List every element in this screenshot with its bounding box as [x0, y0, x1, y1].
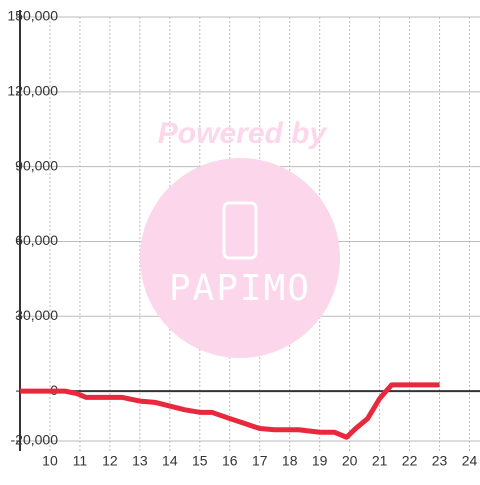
y-tick-label: -20,000 [11, 432, 59, 448]
x-tick-label: 14 [162, 453, 178, 469]
x-tick-label: 20 [342, 453, 358, 469]
x-tick-label: 12 [102, 453, 118, 469]
watermark-text: Powered by [158, 117, 328, 150]
x-tick-label: 15 [192, 453, 208, 469]
watermark: PAPIMO Powered by [140, 117, 340, 358]
x-tick-label: 13 [132, 453, 148, 469]
x-tick-label: 16 [222, 453, 238, 469]
x-tick-label: 22 [402, 453, 418, 469]
y-tick-label: 30,000 [15, 307, 58, 323]
x-tick-label: 11 [73, 453, 88, 469]
x-tick-label: 19 [312, 453, 328, 469]
y-tick-label: 90,000 [15, 157, 58, 173]
y-tick-label: 120,000 [7, 83, 58, 99]
x-tick-label: 10 [42, 453, 58, 469]
x-tick-label: 24 [462, 453, 478, 469]
y-tick-label: 150,000 [7, 8, 58, 24]
x-tick-label: 17 [252, 453, 268, 469]
x-tick-label: 23 [432, 453, 448, 469]
x-tick-label: 21 [372, 453, 388, 469]
data-line [20, 382, 440, 440]
x-tick-label: 18 [282, 453, 298, 469]
watermark-logo: PAPIMO [169, 268, 311, 309]
y-tick-label: 60,000 [15, 232, 58, 248]
watermark-phone [222, 201, 258, 260]
